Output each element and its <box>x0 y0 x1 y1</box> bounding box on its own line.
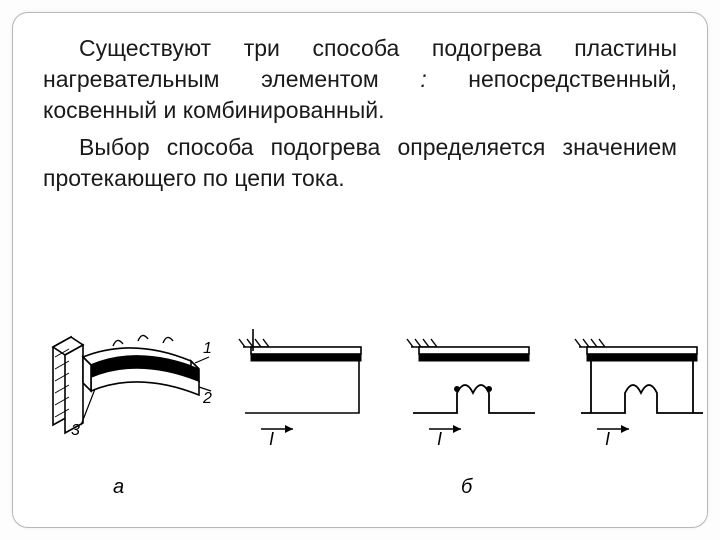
slide-frame: Существуют три способа подогрева пластин… <box>12 12 708 528</box>
figure-b2: I б <box>399 317 549 497</box>
current-label-2: I <box>437 429 442 449</box>
text-content: Существуют три способа подогрева пластин… <box>13 13 707 210</box>
figure-b1-svg: I <box>231 317 381 477</box>
caption-b: б <box>461 476 472 499</box>
mount-block <box>53 337 83 433</box>
figure-b2-svg: I <box>399 317 549 477</box>
label-2: 2 <box>202 390 212 407</box>
figure-b3: I <box>567 317 717 497</box>
label-1: 1 <box>203 340 212 357</box>
figure-a-svg: 3 1 2 <box>43 317 213 477</box>
figure-row: 3 1 2 а <box>43 317 677 497</box>
label-3: 3 <box>71 422 80 439</box>
current-label-3: I <box>605 429 610 449</box>
paragraph-2: Выбор способа подогрева определяется зна… <box>43 132 677 194</box>
figure-b3-svg: I <box>567 317 717 477</box>
figure-a: 3 1 2 а <box>43 317 213 497</box>
figure-b1: I <box>231 317 381 497</box>
caption-a: а <box>113 476 124 499</box>
current-label-1: I <box>269 429 274 449</box>
paragraph-1: Существуют три способа подогрева пластин… <box>43 33 677 126</box>
